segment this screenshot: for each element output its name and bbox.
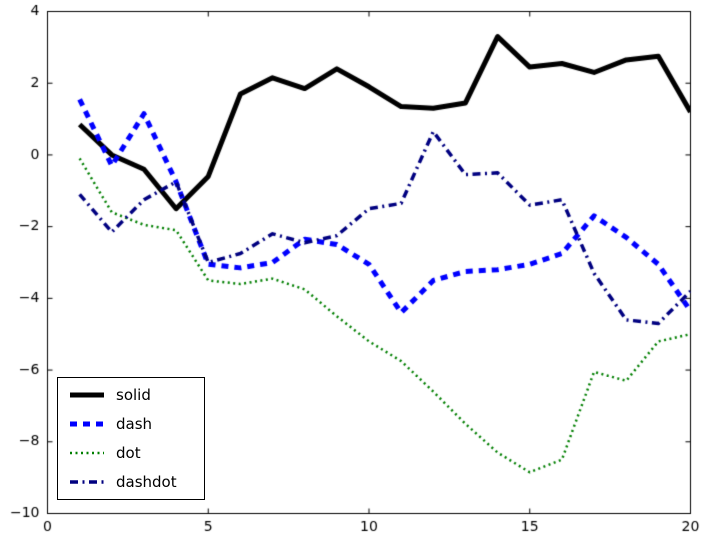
legend-label-dash: dash <box>116 414 153 433</box>
legend-label-solid: solid <box>116 385 151 404</box>
legend-line-dash <box>70 421 104 427</box>
legend-line-dot <box>70 451 104 455</box>
legend-item-solid: solid <box>68 387 190 403</box>
legend-label-dashdot: dashdot <box>116 472 177 491</box>
legend: solid dash dot dashdot <box>57 377 205 500</box>
legend-line-dashdot <box>70 480 104 484</box>
legend-line-solid <box>70 392 104 398</box>
legend-item-dash: dash <box>68 416 190 432</box>
legend-item-dashdot: dashdot <box>68 474 190 490</box>
legend-label-dot: dot <box>116 443 141 462</box>
legend-item-dot: dot <box>68 445 190 461</box>
